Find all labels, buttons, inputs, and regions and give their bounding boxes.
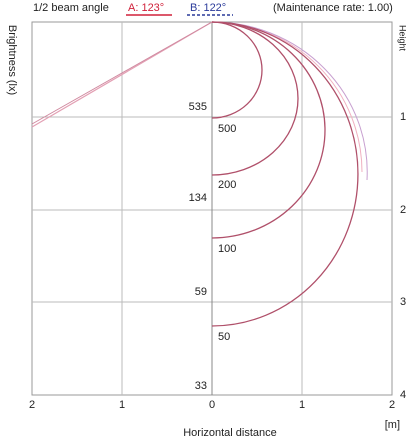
x-tick-label: 2	[389, 399, 395, 411]
curve-label: 500	[218, 123, 236, 135]
iso-curve	[211, 21, 299, 176]
center-value: 59	[195, 286, 207, 298]
x-unit: [m]	[385, 419, 400, 431]
x-tick-label: 0	[209, 399, 215, 411]
center-value: 535	[189, 101, 207, 113]
iso-curve	[211, 21, 263, 119]
beam-label: 1/2 beam angle	[33, 2, 109, 14]
beam-line	[31, 21, 213, 125]
x-tick-label: 1	[119, 399, 125, 411]
height-tick-label: 1	[400, 111, 406, 123]
iso-curve	[211, 21, 326, 239]
height-tick-label: 4	[400, 389, 406, 401]
height-tick-label: 2	[400, 204, 406, 216]
maintenance-rate: (Maintenance rate: 1.00)	[273, 2, 393, 14]
x-tick-label: 1	[299, 399, 305, 411]
curve-label: 100	[218, 243, 236, 255]
label-a: A: 123°	[128, 2, 164, 14]
x-label: Horizontal distance	[183, 427, 277, 439]
height-label: Height	[398, 25, 407, 52]
x-tick-label: 2	[29, 399, 35, 411]
curve-label: 50	[218, 331, 230, 343]
curve-label: 200	[218, 179, 236, 191]
label-b: B: 122°	[190, 2, 226, 14]
height-tick-label: 3	[400, 296, 406, 308]
dynamic-layer: 2 1 0 1 2 1 2 3 4 535 134 59 33 500 200 100 50	[29, 21, 406, 411]
center-value: 33	[195, 380, 207, 392]
y-label: Brightness (lx)	[6, 25, 18, 95]
iso-curve	[211, 21, 359, 327]
center-value: 134	[189, 192, 207, 204]
beam-curve	[211, 21, 363, 173]
